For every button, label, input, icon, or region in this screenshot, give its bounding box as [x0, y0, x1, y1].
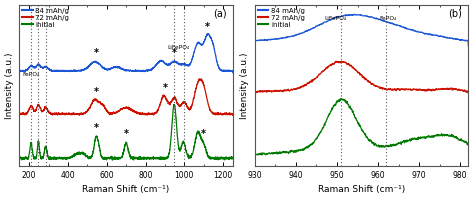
initial [17, 158, 22, 160]
84 mAh/g [54, 69, 59, 72]
72 mAh/g [230, 114, 236, 117]
Text: *: * [124, 129, 128, 139]
Line: 84 mAh/g: 84 mAh/g [19, 34, 233, 73]
Text: FePO₄: FePO₄ [23, 72, 40, 77]
initial [171, 103, 177, 106]
X-axis label: Raman Shift (cm⁻¹): Raman Shift (cm⁻¹) [82, 185, 170, 194]
84 mAh/g [203, 37, 209, 39]
72 mAh/g [17, 116, 22, 118]
initial [108, 156, 113, 159]
initial [109, 159, 115, 161]
Legend: 84 mAh/g, 72 mAh/g, initial: 84 mAh/g, 72 mAh/g, initial [21, 7, 70, 28]
72 mAh/g [41, 109, 46, 112]
Text: *: * [93, 87, 99, 97]
Text: *: * [163, 83, 167, 93]
X-axis label: Raman Shift (cm⁻¹): Raman Shift (cm⁻¹) [318, 185, 405, 194]
Line: 72 mAh/g: 72 mAh/g [19, 79, 233, 117]
Text: *: * [205, 22, 210, 32]
84 mAh/g [99, 65, 104, 67]
Text: *: * [93, 123, 99, 133]
Text: (a): (a) [213, 8, 227, 18]
Text: *: * [93, 48, 99, 58]
Text: *: * [201, 130, 206, 139]
72 mAh/g [108, 113, 113, 115]
84 mAh/g [41, 66, 46, 69]
initial [54, 158, 59, 161]
Line: initial: initial [19, 105, 233, 160]
Text: *: * [172, 48, 177, 58]
84 mAh/g [204, 33, 210, 35]
Legend: 84 mAh/g, 72 mAh/g, initial: 84 mAh/g, 72 mAh/g, initial [257, 7, 305, 28]
initial [203, 149, 209, 151]
84 mAh/g [108, 68, 113, 70]
Text: LiFePO₄: LiFePO₄ [167, 45, 189, 50]
72 mAh/g [99, 103, 104, 105]
84 mAh/g [17, 72, 22, 75]
initial [230, 157, 236, 159]
initial [226, 158, 232, 161]
initial [99, 155, 104, 157]
72 mAh/g [196, 78, 202, 80]
Y-axis label: Intensity (a.u.): Intensity (a.u.) [5, 52, 14, 119]
initial [41, 154, 46, 156]
Text: FePO₄: FePO₄ [380, 16, 397, 21]
72 mAh/g [203, 92, 209, 94]
72 mAh/g [226, 113, 231, 115]
84 mAh/g [230, 71, 236, 74]
72 mAh/g [54, 112, 59, 114]
Text: (b): (b) [448, 8, 462, 18]
84 mAh/g [226, 70, 231, 72]
Y-axis label: Intensity (a.u.): Intensity (a.u.) [240, 52, 249, 119]
Text: LiFePO₄: LiFePO₄ [324, 16, 346, 21]
